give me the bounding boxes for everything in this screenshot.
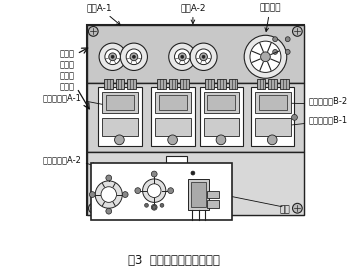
Bar [155,92,191,114]
Bar [86,83,304,151]
Bar [229,79,237,89]
Circle shape [178,53,186,61]
Circle shape [101,187,116,202]
Bar [180,79,189,89]
Text: 半导体器件A-1: 半导体器件A-1 [43,93,82,102]
Circle shape [89,192,95,198]
Circle shape [292,27,302,36]
Circle shape [196,49,211,65]
Bar [207,191,219,198]
Circle shape [285,37,290,42]
Circle shape [285,49,290,54]
Circle shape [126,49,142,65]
Circle shape [244,35,287,78]
Bar [91,163,232,220]
Circle shape [89,27,98,36]
Bar [104,79,112,89]
Circle shape [200,53,207,61]
Circle shape [267,135,277,145]
Bar [86,25,304,83]
Text: 图3  部分大功耗器件布置图: 图3 部分大功耗器件布置图 [128,254,220,267]
Bar [166,157,187,178]
Bar [207,200,219,208]
Circle shape [168,135,177,145]
Bar [106,95,134,110]
Circle shape [202,55,205,58]
Circle shape [147,184,161,198]
Bar [159,95,187,110]
Circle shape [292,203,302,213]
Bar [86,151,304,215]
Bar [255,92,291,114]
Circle shape [190,43,217,71]
Bar [207,95,236,110]
Text: 半导体器件B-1: 半导体器件B-1 [309,116,348,125]
Bar [151,87,195,146]
Bar [191,182,206,207]
Circle shape [181,55,184,58]
Circle shape [273,49,277,54]
Circle shape [109,53,116,61]
Circle shape [152,205,156,209]
Bar [268,79,277,89]
Circle shape [273,37,277,42]
Circle shape [120,43,147,71]
Circle shape [151,204,157,210]
Bar [116,79,124,89]
Circle shape [191,171,195,175]
Bar [188,179,209,210]
Bar [203,92,239,114]
Bar [203,118,239,136]
Circle shape [261,52,270,62]
Circle shape [130,53,138,61]
Text: 半导体器件A-2: 半导体器件A-2 [43,155,82,164]
Bar [102,118,138,136]
Circle shape [292,114,297,120]
Circle shape [160,203,164,207]
Circle shape [99,43,126,71]
Circle shape [216,135,226,145]
Circle shape [250,41,281,73]
Circle shape [122,192,128,198]
Bar [255,118,291,136]
Circle shape [175,49,190,65]
Bar [280,79,289,89]
Circle shape [115,135,124,145]
Circle shape [142,179,166,202]
Text: 半导体器件B-2: 半导体器件B-2 [309,96,348,105]
Circle shape [106,208,112,214]
Text: 大功耗
器件安
装在盒
体底板: 大功耗 器件安 装在盒 体底板 [60,49,75,91]
Bar [206,79,214,89]
Bar [169,79,177,89]
Circle shape [168,188,174,194]
Circle shape [135,188,141,194]
Bar [127,79,136,89]
Bar [251,87,295,146]
Text: 电感器件: 电感器件 [260,3,281,32]
Circle shape [145,203,149,207]
Circle shape [151,171,157,177]
Bar [200,87,243,146]
Text: 器件A-1: 器件A-1 [86,3,120,25]
Circle shape [132,55,135,58]
Bar [155,118,191,136]
Circle shape [106,175,112,181]
Bar [157,79,166,89]
Circle shape [105,49,120,65]
Bar [259,95,287,110]
Text: 器件A-2: 器件A-2 [180,3,206,24]
Circle shape [89,203,98,213]
Bar [98,87,142,146]
Bar [86,25,304,215]
Circle shape [169,43,196,71]
Circle shape [111,55,114,58]
Text: 芯片: 芯片 [280,205,290,214]
Circle shape [95,181,122,208]
Bar [257,79,266,89]
Bar [102,92,138,114]
Bar [217,79,226,89]
